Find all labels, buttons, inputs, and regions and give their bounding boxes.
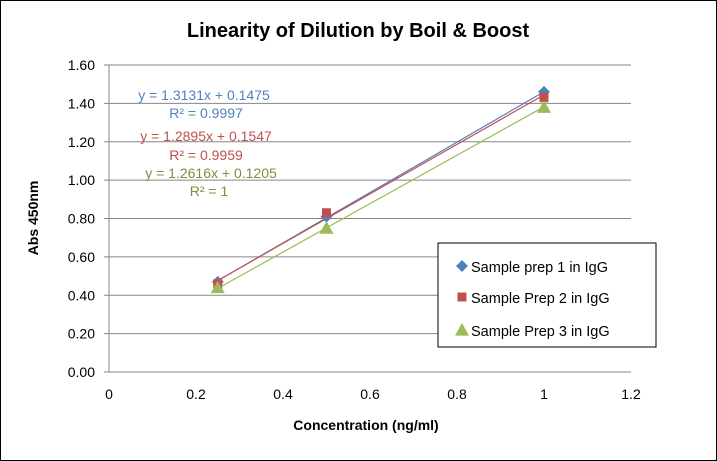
- equation-series-2: y = 1.2895x + 0.1547: [140, 128, 272, 144]
- y-tick-label: 0.80: [68, 211, 95, 227]
- legend-marker-series-2: [457, 292, 467, 302]
- data-markers: [210, 85, 551, 294]
- trendline-equations: y = 1.3131x + 0.1475 R² = 0.9997 y = 1.2…: [138, 87, 277, 199]
- y-tick-label: 1.20: [68, 134, 95, 150]
- x-tick-label: 0: [105, 386, 113, 402]
- x-tick-labels: 0 0.2 0.4 0.6 0.8 1 1.2: [105, 386, 641, 402]
- point-series-3: [319, 221, 334, 234]
- legend-label-series-2: Sample Prep 2 in IgG: [471, 291, 610, 307]
- y-tick-label: 1.60: [68, 57, 95, 73]
- y-tick-label: 1.40: [68, 95, 95, 111]
- equation-series-1: y = 1.3131x + 0.1475: [138, 87, 270, 103]
- y-tick-label: 0.40: [68, 287, 95, 303]
- y-tick-label: 1.00: [68, 172, 95, 188]
- trendlines: [217, 91, 545, 289]
- point-series-2: [539, 93, 549, 103]
- trendline-series-2: [217, 94, 545, 281]
- y-tick-label: 0.00: [68, 364, 95, 380]
- r2-series-1: R² = 0.9997: [169, 105, 243, 121]
- legend-box: [437, 242, 657, 348]
- x-tick-label: 0.4: [273, 386, 293, 402]
- y-tick-labels: 0.00 0.20 0.40 0.60 0.80 1.00 1.20 1.40 1.60: [68, 57, 95, 380]
- point-series-2: [322, 208, 331, 218]
- trendline-series-3: [217, 106, 545, 289]
- x-tick-label: 1.2: [621, 386, 641, 402]
- x-tick-label: 0.6: [360, 386, 380, 402]
- equation-series-3: y = 1.2616x + 0.1205: [145, 165, 277, 181]
- legend-marker-series-3: [455, 323, 469, 336]
- x-tick-label: 0.2: [186, 386, 206, 402]
- x-axis-title: Concentration (ng/ml): [293, 417, 438, 433]
- point-series-3: [210, 280, 225, 294]
- axes: [104, 64, 631, 373]
- r2-series-2: R² = 0.9959: [169, 147, 243, 163]
- y-tick-label: 0.20: [68, 326, 95, 342]
- legend-marker-series-1: [456, 260, 468, 272]
- x-tick-label: 1: [540, 386, 548, 402]
- y-tick-label: 0.60: [68, 249, 95, 265]
- x-tick-label: 0.8: [447, 386, 467, 402]
- legend-label-series-3: Sample Prep 3 in IgG: [471, 324, 610, 340]
- r2-series-3: R² = 1: [190, 183, 229, 199]
- legend: Sample prep 1 in IgG Sample Prep 2 in Ig…: [437, 242, 657, 348]
- y-axis-title: Abs 450nm: [25, 181, 41, 256]
- chart-title: Linearity of Dilution by Boil & Boost: [187, 20, 530, 42]
- legend-label-series-1: Sample prep 1 in IgG: [471, 260, 608, 276]
- point-series-3: [537, 100, 551, 113]
